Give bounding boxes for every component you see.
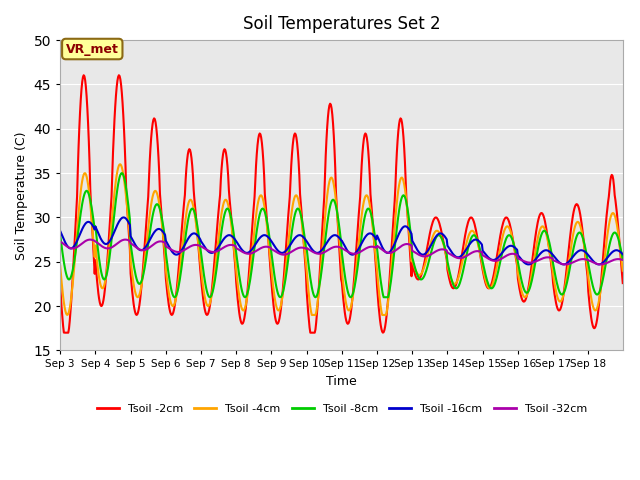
Y-axis label: Soil Temperature (C): Soil Temperature (C) xyxy=(15,131,28,260)
Legend: Tsoil -2cm, Tsoil -4cm, Tsoil -8cm, Tsoil -16cm, Tsoil -32cm: Tsoil -2cm, Tsoil -4cm, Tsoil -8cm, Tsoi… xyxy=(92,399,591,418)
Title: Soil Temperatures Set 2: Soil Temperatures Set 2 xyxy=(243,15,441,33)
X-axis label: Time: Time xyxy=(326,375,357,388)
Text: VR_met: VR_met xyxy=(66,43,118,56)
